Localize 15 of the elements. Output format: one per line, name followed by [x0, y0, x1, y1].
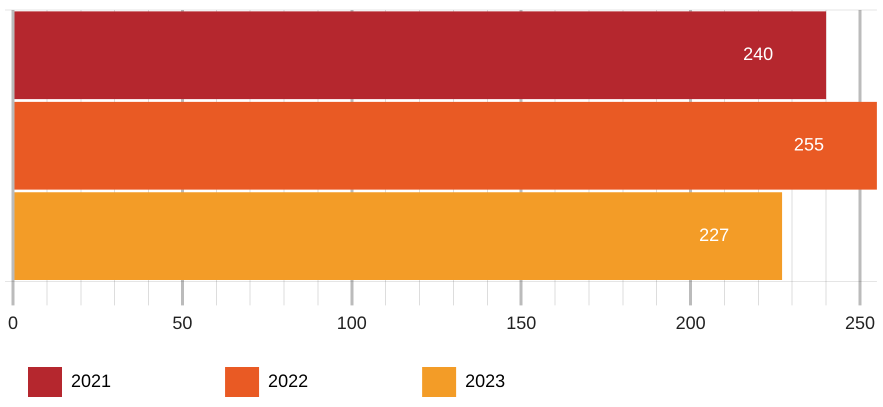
data-label: 227	[699, 225, 730, 246]
x-tick-label: 250	[844, 313, 876, 334]
x-tick-label: 200	[676, 313, 706, 334]
data-label: 255	[794, 134, 824, 155]
x-tick-label: 0	[8, 313, 18, 334]
x-tick-label: 100	[336, 313, 367, 334]
legend-label: 2021	[71, 370, 202, 391]
legend-label: 2023	[465, 370, 596, 391]
legend-label: 2022	[268, 370, 398, 391]
bar	[14, 102, 877, 190]
bar	[14, 11, 826, 100]
x-tick-label: 150	[506, 313, 536, 334]
bar	[14, 192, 782, 280]
data-label: 240	[743, 44, 774, 64]
x-tick-label: 50	[172, 313, 192, 334]
